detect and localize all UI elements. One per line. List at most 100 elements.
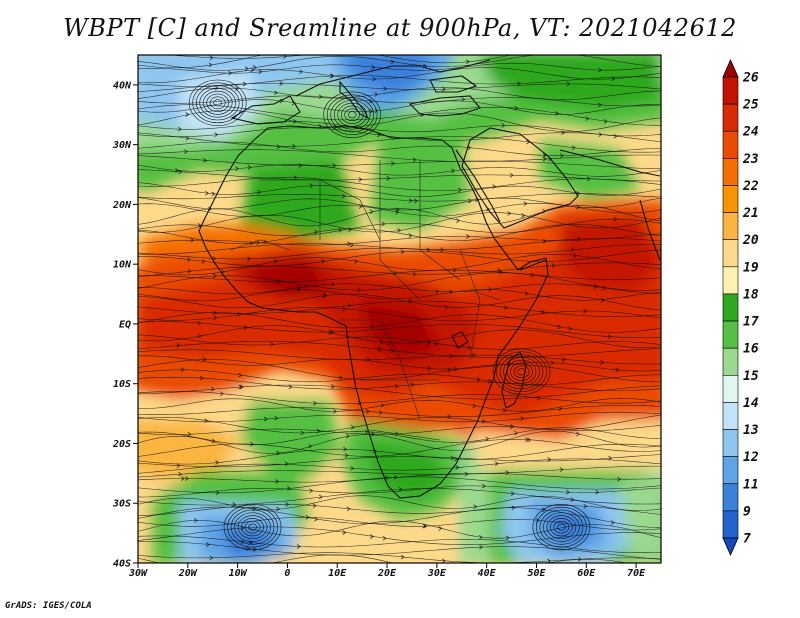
streamline-arrow <box>258 69 263 75</box>
streamline-arrow <box>468 198 473 204</box>
streamline-arrow <box>394 383 399 389</box>
streamline-arrow <box>583 308 588 314</box>
streamline-arrow <box>212 256 217 261</box>
lat-tick-label: EQ <box>119 319 131 330</box>
streamline-arrow <box>593 284 598 289</box>
streamline-arrow <box>318 94 323 100</box>
streamline <box>138 249 661 267</box>
vortex-ring <box>347 111 357 119</box>
lat-tick-label: 40N <box>113 80 132 91</box>
streamline-arrow <box>598 67 603 73</box>
vortex-ring <box>506 359 537 384</box>
streamline <box>138 517 661 531</box>
streamline-arrow <box>276 144 281 150</box>
streamline-arrow <box>447 367 452 373</box>
colorbar-label: 22 <box>742 179 759 194</box>
streamline <box>138 55 661 71</box>
streamline <box>138 341 661 358</box>
streamline-arrow <box>244 66 249 71</box>
streamline-arrow <box>365 409 370 414</box>
vortex-ring <box>557 523 566 531</box>
streamline-arrow <box>309 488 314 494</box>
vortex-ring <box>330 97 374 133</box>
colorbar: 26 25 24 23 22 21 20 19 18 17 16 15 14 13 12 11 9 7 <box>722 59 759 556</box>
streamline-arrow <box>603 119 608 124</box>
streamline <box>138 526 661 545</box>
streamline-arrow <box>388 340 393 346</box>
vortex-ring <box>244 520 261 534</box>
streamline-arrow <box>288 384 293 390</box>
colorbar-label: 15 <box>743 369 759 384</box>
streamline-arrow <box>507 211 512 216</box>
lon-tick-label: 0 <box>284 568 290 579</box>
streamline-arrow <box>435 289 440 294</box>
streamline-arrow <box>464 471 469 477</box>
streamline-arrow <box>198 333 203 339</box>
streamline-arrow <box>434 341 439 347</box>
streamline-arrow <box>238 384 243 390</box>
streamline-arrow <box>374 108 379 114</box>
streamline-arrow <box>358 204 363 209</box>
streamline-arrow <box>197 320 202 326</box>
vortex-ring <box>553 520 570 534</box>
streamline-arrow <box>208 62 213 68</box>
streamline <box>138 262 661 278</box>
streamline <box>138 520 661 539</box>
colorbar-swatch <box>722 402 739 430</box>
streamline <box>138 110 661 132</box>
streamline-arrow <box>364 429 369 435</box>
vortex-ring <box>237 515 268 540</box>
streamline-arrow <box>235 166 240 172</box>
colorbar-swatch <box>722 293 739 322</box>
streamline <box>138 554 628 563</box>
streamline-arrow <box>204 418 209 424</box>
vortex-ring <box>532 504 591 551</box>
streamline-arrow <box>499 269 504 275</box>
vortex-ring <box>192 82 243 124</box>
streamline-arrow <box>597 102 602 108</box>
streamline <box>138 289 661 302</box>
lat-tick-label: 30N <box>112 140 132 151</box>
streamline-arrow <box>523 201 528 206</box>
streamline-arrow <box>455 465 460 470</box>
streamline-arrow <box>219 391 224 397</box>
streamline-arrow <box>472 403 477 409</box>
streamline-arrow <box>427 366 432 371</box>
streamline <box>138 169 661 182</box>
streamline-arrow <box>228 70 233 76</box>
streamline-arrow <box>485 436 490 442</box>
vortex-ring <box>344 108 360 122</box>
colorbar-label: 17 <box>743 315 759 330</box>
lat-tick-label: 20S <box>112 439 131 450</box>
colorbar-swatch <box>722 347 739 376</box>
streamline <box>138 193 661 202</box>
lat-tick-label: 40S <box>113 559 131 570</box>
vortex-ring <box>202 90 233 115</box>
streamline-arrow <box>559 467 564 472</box>
streamline-arrow <box>610 520 615 525</box>
colorbar-label: 13 <box>743 423 759 438</box>
streamline-arrow <box>350 466 355 471</box>
vortex-ring <box>550 518 573 537</box>
streamline-arrow <box>369 209 374 215</box>
streamline <box>138 149 661 162</box>
vortex-ring <box>539 509 584 545</box>
map-title: WBPT [C] and Sreamline at 900hPa, VT: 20… <box>63 14 737 42</box>
streamline-arrow <box>509 172 514 178</box>
streamline-arrow <box>525 437 530 443</box>
streamline-arrow <box>481 419 486 424</box>
streamline-arrow <box>187 268 192 274</box>
vortex-ring <box>213 99 222 107</box>
colorbar-label: 23 <box>742 152 759 167</box>
streamline <box>138 384 661 400</box>
streamline-arrow <box>461 97 466 102</box>
streamline-arrow <box>300 430 305 436</box>
streamline-arrow <box>383 86 388 92</box>
streamline-arrow <box>305 514 310 520</box>
streamline-arrow <box>547 558 552 563</box>
streamline <box>138 541 661 560</box>
streamline-arrow <box>368 98 373 104</box>
streamline-arrow <box>321 258 326 264</box>
streamline-arrow <box>555 111 560 116</box>
vortex-ring <box>513 365 530 379</box>
